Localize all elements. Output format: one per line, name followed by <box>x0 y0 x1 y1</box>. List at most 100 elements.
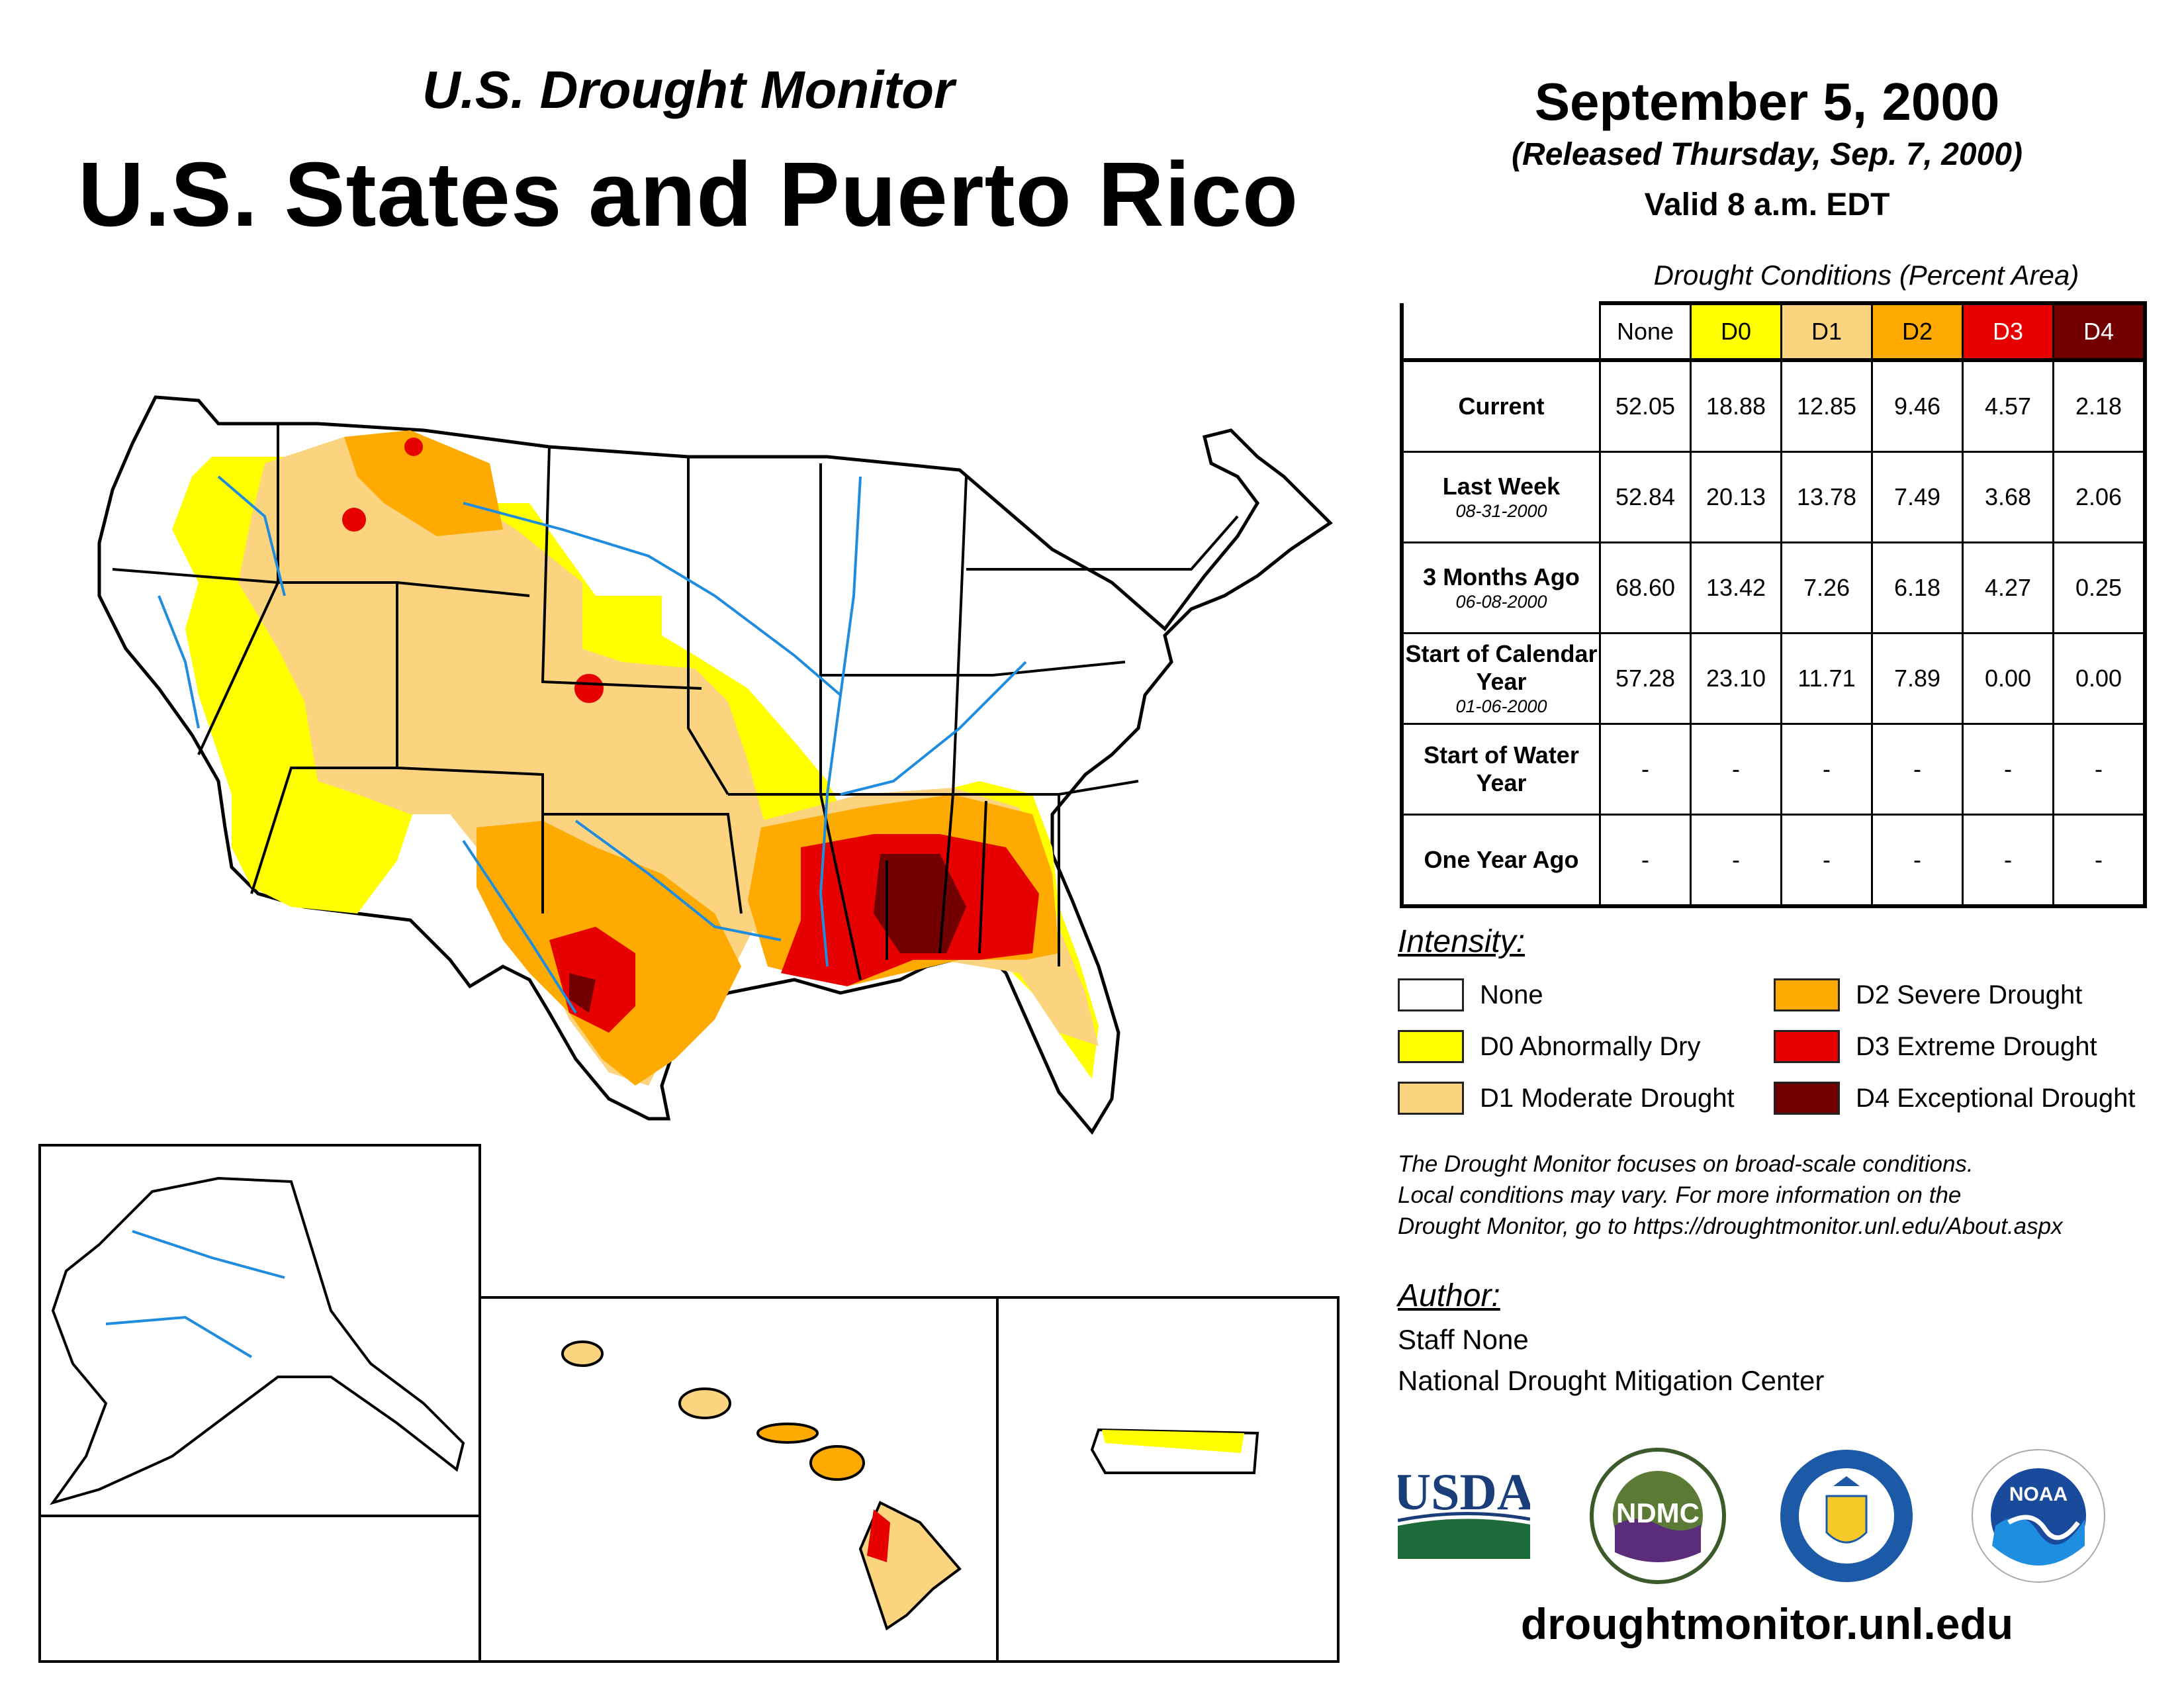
row-label-text: 3 Months Ago <box>1423 563 1580 590</box>
row-date: 08-31-2000 <box>1455 501 1547 521</box>
legend-swatch <box>1774 1082 1840 1115</box>
table-cell: - <box>1599 814 1692 908</box>
d3-spot-montana <box>404 438 423 456</box>
table-row: One Year Ago - - - - - - <box>1400 814 2147 908</box>
row-label: Start of Water Year <box>1400 723 1601 816</box>
column-header-none: None <box>1599 301 1692 361</box>
d3-spot-nebraska <box>574 674 604 703</box>
table-cell: 52.84 <box>1599 451 1692 543</box>
d3-spot-idaho <box>342 508 366 532</box>
row-label: Last Week 08-31-2000 <box>1400 451 1601 543</box>
table-row: Last Week 08-31-2000 52.84 20.13 13.78 7.49 3.… <box>1400 451 2147 543</box>
legend-item: D1 Moderate Drought <box>1398 1080 1735 1117</box>
column-header-d4: D4 <box>2052 301 2147 361</box>
ndmc-logo: NDMC <box>1590 1448 1726 1584</box>
table-cell: 7.49 <box>1871 451 1964 543</box>
table-cell: - <box>2052 814 2147 908</box>
table-cell: 11.71 <box>1780 632 1873 725</box>
table-caption: Drought Conditions (Percent Area) <box>1653 259 2079 291</box>
table-cell: 4.27 <box>1962 541 2054 634</box>
table-cell: - <box>1599 723 1692 816</box>
legend-item: D4 Exceptional Drought <box>1774 1080 2135 1117</box>
disclaimer-line-1: The Drought Monitor focuses on broad-sca… <box>1398 1151 1974 1177</box>
author-title: Author: <box>1398 1278 1500 1313</box>
table-cell: - <box>2052 723 2147 816</box>
table-cell: 4.57 <box>1962 358 2054 453</box>
legend-swatch <box>1398 1030 1464 1063</box>
table-cell: 52.05 <box>1599 358 1692 453</box>
table-row: Start of Calendar Year 01-06-2000 57.28 23.… <box>1400 632 2147 725</box>
table-cell: 0.25 <box>2052 541 2147 634</box>
legend-item: D3 Extreme Drought <box>1774 1028 2097 1065</box>
author-org: National Drought Mitigation Center <box>1398 1365 1825 1396</box>
map-date: September 5, 2000 <box>1534 72 2000 131</box>
legend-label: D1 Moderate Drought <box>1480 1083 1735 1113</box>
table-cell: 7.26 <box>1780 541 1873 634</box>
table-cell: - <box>1780 814 1873 908</box>
disclaimer-line-2: Local conditions may vary. For more info… <box>1398 1182 1962 1208</box>
column-header-d3: D3 <box>1962 301 2054 361</box>
d4-region-texas <box>569 973 596 1013</box>
legend-label: D4 Exceptional Drought <box>1856 1083 2136 1113</box>
legend-swatch <box>1398 1082 1464 1115</box>
table-cell: 20.13 <box>1690 451 1782 543</box>
legend-swatch <box>1398 978 1464 1011</box>
table-cell: 12.85 <box>1780 358 1873 453</box>
table-cell: - <box>1962 723 2054 816</box>
column-header-d0: D0 <box>1690 301 1782 361</box>
legend-label: D2 Severe Drought <box>1856 980 2083 1009</box>
rivers <box>158 475 1027 1014</box>
row-label-text: Start of Water Year <box>1424 741 1579 796</box>
svg-text:NDMC: NDMC <box>1616 1497 1700 1528</box>
table-cell: 2.06 <box>2052 451 2147 543</box>
release-date: (Released Thursday, Sep. 7, 2000) <box>1512 137 2023 172</box>
map-subtitle: U.S. Drought Monitor <box>422 60 955 119</box>
table-cell: 23.10 <box>1690 632 1782 725</box>
drought-conditions-table: None D0 D1 D2 D3 D4 Current 52.05 18.88 12.85 9.4… <box>1400 301 2147 908</box>
d2-region-montana <box>344 430 503 536</box>
table-corner <box>1402 303 1600 360</box>
table-cell: 18.88 <box>1690 358 1782 453</box>
noaa-logo: NOAA <box>1972 1449 2105 1583</box>
table-cell: 2.18 <box>2052 358 2147 453</box>
table-cell: 13.42 <box>1690 541 1782 634</box>
legend-title: Intensity: <box>1398 924 1525 959</box>
table-cell: 13.78 <box>1780 451 1873 543</box>
puerto-rico-inset <box>996 1296 1340 1663</box>
table-cell: 6.18 <box>1871 541 1964 634</box>
row-label: Current <box>1400 358 1601 453</box>
website-url[interactable]: droughtmonitor.unl.edu <box>1520 1599 2014 1648</box>
table-cell: - <box>1780 723 1873 816</box>
table-cell: 7.89 <box>1871 632 1964 725</box>
table-header-row: None D0 D1 D2 D3 D4 <box>1402 301 2147 361</box>
legend-item: D0 Abnormally Dry <box>1398 1028 1700 1065</box>
table-cell: - <box>1871 723 1964 816</box>
legend-swatch <box>1774 978 1840 1011</box>
legend-swatch <box>1774 1030 1840 1063</box>
legend-label: D0 Abnormally Dry <box>1480 1031 1701 1061</box>
disclaimer: The Drought Monitor focuses on broad-sca… <box>1398 1149 2159 1242</box>
svg-text:USDA: USDA <box>1398 1463 1530 1521</box>
alaska-outline <box>50 1176 465 1505</box>
row-label: 3 Months Ago 06-08-2000 <box>1400 541 1601 634</box>
map-title: U.S. States and Puerto Rico <box>77 144 1299 246</box>
table-cell: 0.00 <box>2052 632 2147 725</box>
author-name: Staff None <box>1398 1324 1529 1355</box>
column-header-d1: D1 <box>1780 301 1873 361</box>
table-row: Current 52.05 18.88 12.85 9.46 4.57 2.18 <box>1400 358 2147 453</box>
disclaimer-line-3: Drought Monitor, go to https://droughtmo… <box>1398 1213 2063 1239</box>
table-cell: - <box>1962 814 2054 908</box>
row-date: 01-06-2000 <box>1455 696 1547 716</box>
table-cell: 57.28 <box>1599 632 1692 725</box>
row-label: Start of Calendar Year 01-06-2000 <box>1400 632 1601 725</box>
hawaii-inset <box>478 1296 999 1663</box>
table-cell: - <box>1690 723 1782 816</box>
alaska-inset <box>38 1144 481 1663</box>
table-cell: - <box>1690 814 1782 908</box>
legend-item: None <box>1398 976 1543 1013</box>
row-label-text: Start of Calendar Year <box>1405 640 1598 695</box>
table-row: Start of Water Year - - - - - - <box>1400 723 2147 816</box>
row-label: One Year Ago <box>1400 814 1601 908</box>
row-date: 06-08-2000 <box>1455 592 1547 612</box>
